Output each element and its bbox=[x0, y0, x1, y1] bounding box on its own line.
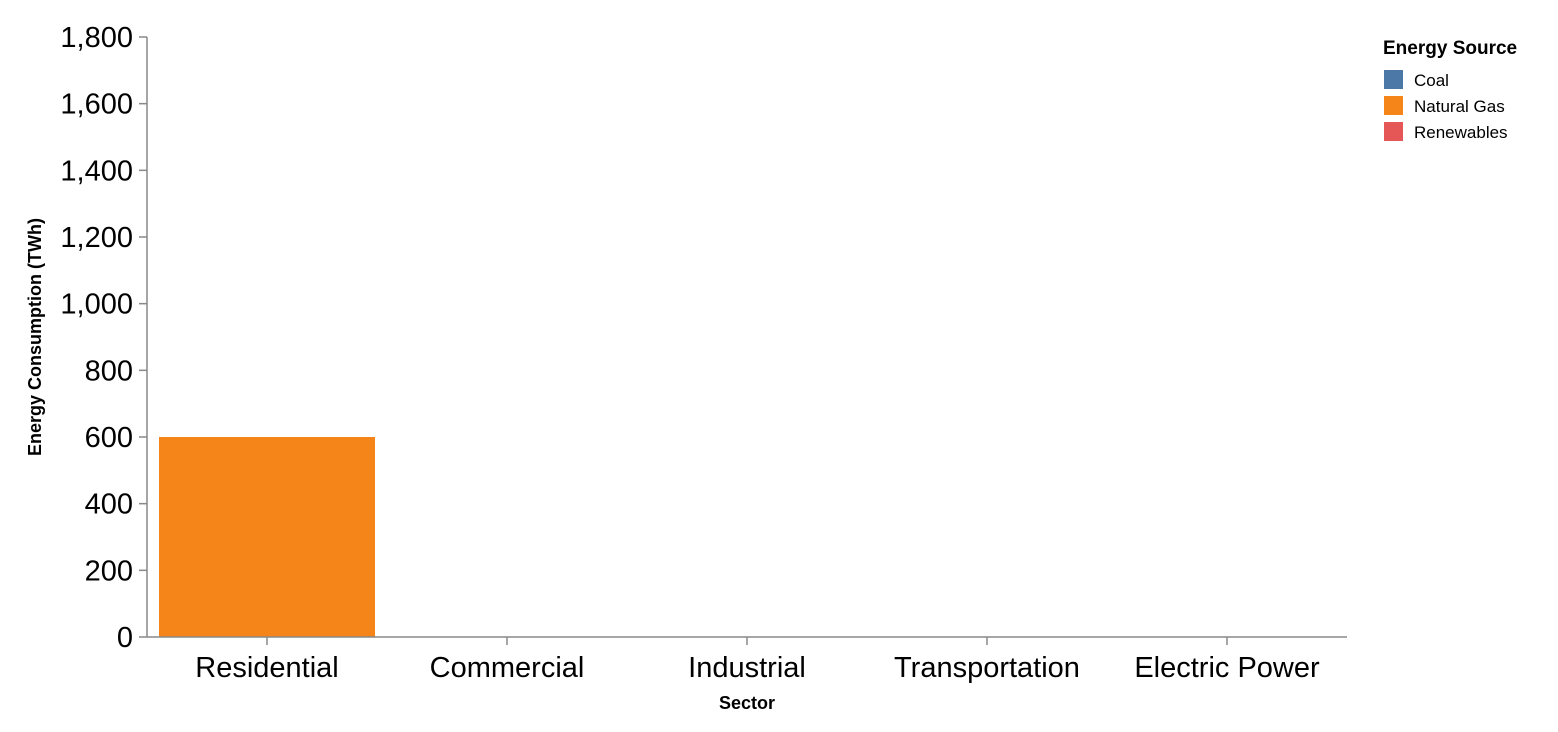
legend-label: Natural Gas bbox=[1414, 97, 1505, 116]
x-tick-label: Transportation bbox=[894, 652, 1080, 684]
bar-natural-gas-residential bbox=[159, 437, 375, 637]
y-tick-label: 1,800 bbox=[60, 22, 133, 54]
y-axis-title: Energy Consumption (TWh) bbox=[25, 218, 45, 456]
legend: Energy Source Coal Natural Gas Renewables bbox=[1383, 38, 1517, 142]
y-tick-label: 0 bbox=[117, 622, 133, 654]
x-tick-label: Industrial bbox=[688, 652, 806, 684]
legend-title: Energy Source bbox=[1383, 38, 1517, 59]
legend-swatch bbox=[1384, 122, 1403, 141]
legend-swatch bbox=[1384, 96, 1403, 115]
y-tick-label: 800 bbox=[85, 355, 133, 387]
legend-label: Coal bbox=[1414, 71, 1449, 90]
legend-label: Renewables bbox=[1414, 123, 1508, 142]
x-axis: Residential Commercial Industrial Transport… bbox=[147, 636, 1347, 684]
legend-swatch bbox=[1384, 70, 1403, 89]
x-tick-label: Residential bbox=[195, 652, 338, 684]
bars-group bbox=[159, 437, 375, 637]
y-tick-label: 1,200 bbox=[60, 222, 133, 254]
y-tick-label: 400 bbox=[85, 489, 133, 521]
y-tick-label: 1,400 bbox=[60, 155, 133, 187]
y-tick-label: 600 bbox=[85, 422, 133, 454]
x-tick-label: Commercial bbox=[430, 652, 585, 684]
x-axis-title: Sector bbox=[719, 693, 775, 713]
x-tick-label: Electric Power bbox=[1134, 652, 1320, 684]
y-tick-label: 1,600 bbox=[60, 89, 133, 121]
y-tick-label: 1,000 bbox=[60, 289, 133, 321]
y-tick-label: 200 bbox=[85, 555, 133, 587]
y-axis: 0 200 400 600 800 1,000 1,200 1,400 1,600 1,800 bbox=[60, 22, 148, 654]
